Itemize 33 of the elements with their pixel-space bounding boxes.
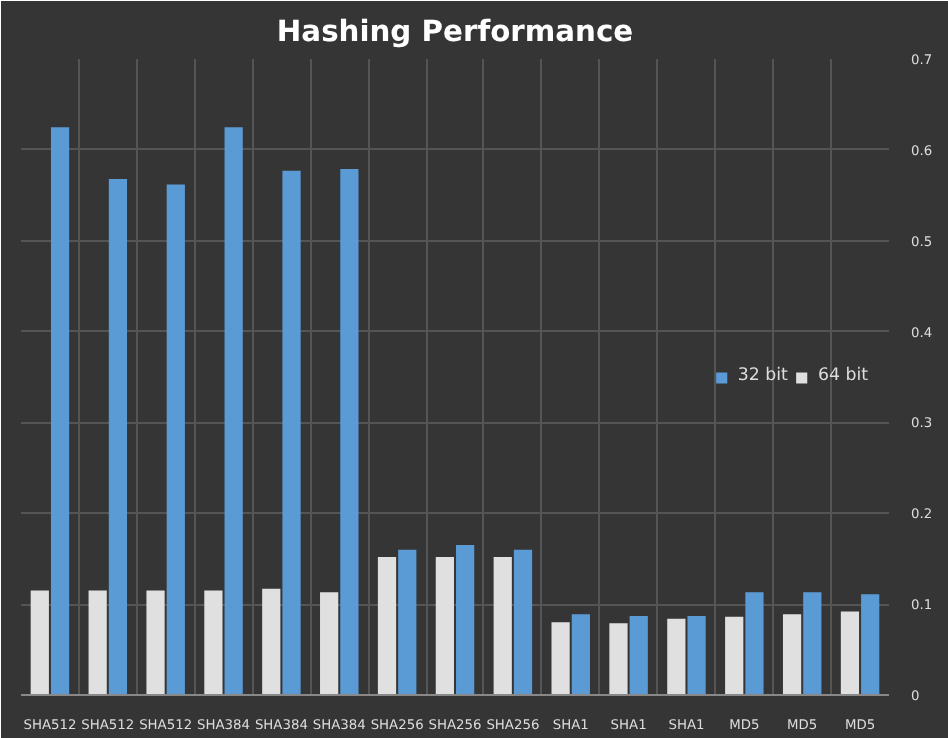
- legend-label: 64 bit: [817, 366, 868, 386]
- bar: [493, 556, 512, 695]
- bar: [398, 549, 417, 695]
- bar: [725, 616, 744, 695]
- bar: [513, 549, 533, 695]
- bar: [262, 588, 281, 695]
- bar: [282, 170, 301, 695]
- bar: [840, 611, 860, 695]
- bar: [782, 614, 802, 695]
- bar: [667, 618, 686, 695]
- bar: [745, 592, 764, 695]
- bar: [88, 590, 107, 695]
- bar: [609, 623, 628, 695]
- bar: [224, 127, 243, 695]
- chart-title: Hashing Performance: [276, 15, 634, 49]
- bar: [166, 184, 185, 695]
- bar: [861, 594, 880, 695]
- bar: [571, 614, 590, 695]
- legend-label: 32 bit: [737, 366, 788, 386]
- bar: [456, 545, 475, 695]
- bar: [435, 556, 454, 695]
- bar: [320, 592, 339, 695]
- bar: [340, 168, 359, 695]
- bar: [377, 556, 397, 695]
- bar: [50, 127, 70, 695]
- bar: [687, 615, 706, 695]
- bar: [30, 590, 49, 695]
- bar: [108, 178, 128, 695]
- bar: [204, 590, 223, 695]
- bar: [629, 615, 648, 695]
- bar: [803, 592, 822, 695]
- bar: [551, 622, 570, 695]
- bar: [146, 590, 165, 695]
